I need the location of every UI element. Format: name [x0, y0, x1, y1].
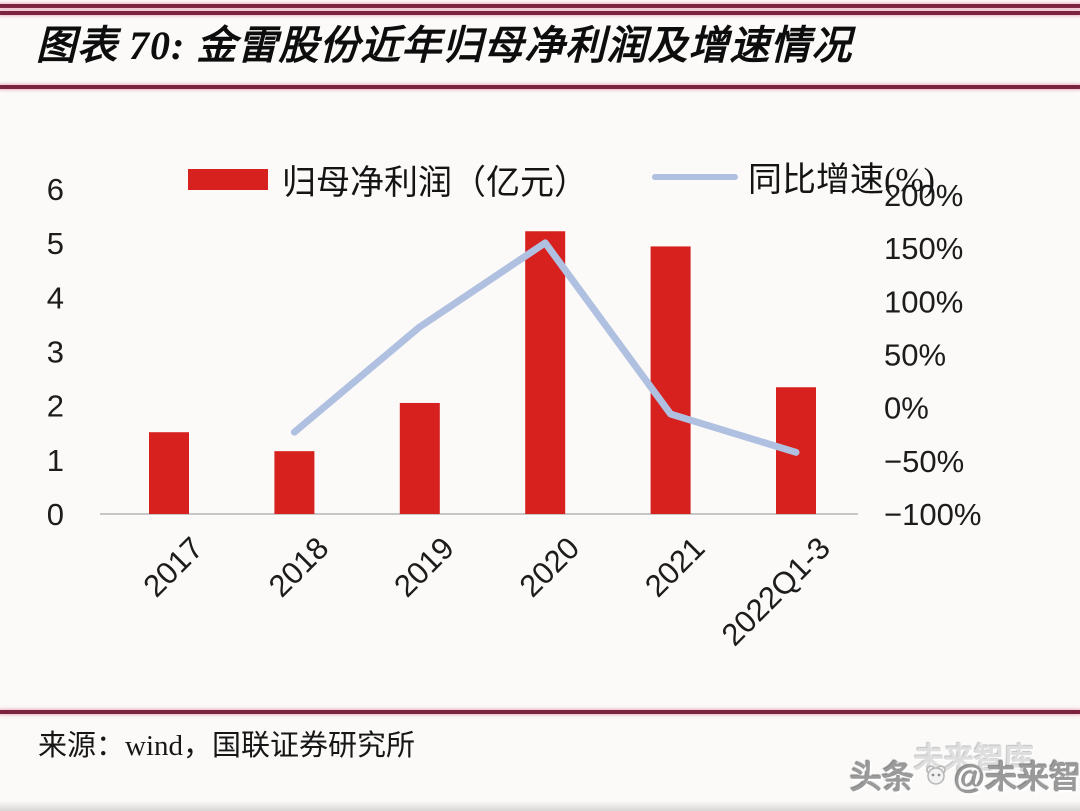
x-axis-label: 2018 [262, 530, 336, 604]
footer-divider-line [0, 710, 1080, 714]
watermark-prefix: 头条 [850, 759, 915, 795]
bar-2017 [149, 432, 189, 514]
right-axis-tick: 150% [884, 231, 963, 266]
legend-bar-label: 归母净利润（亿元） [282, 165, 588, 202]
bottom-shadow-edge [0, 801, 1080, 811]
source-note: 来源：wind，国联证券研究所 [38, 730, 416, 762]
thinktank-logo-icon [926, 765, 946, 785]
right-axis-tick: −100% [884, 497, 981, 532]
bar-2019 [399, 402, 440, 514]
x-axis-label: 2017 [136, 530, 210, 604]
right-axis-tick: 200% [884, 178, 963, 213]
right-axis-tick: 100% [884, 284, 963, 319]
chart-title: 图表 70: 金雷股份近年归母净利润及增速情况 [36, 23, 853, 68]
legend-line-label: 同比增速(%) [748, 162, 935, 199]
left-axis-tick: 2 [47, 389, 64, 424]
watermark-suffix: @未来智库 [954, 759, 1080, 795]
left-axis-tick: 6 [47, 172, 64, 207]
top-border-line-2 [0, 11, 1080, 15]
legend-item-growth: 同比增速(%) [652, 152, 935, 201]
x-axis-label: 2020 [513, 530, 587, 604]
legend-line-swatch [652, 173, 738, 180]
growth-line [290, 239, 800, 456]
right-axis-tick: 0% [884, 391, 929, 426]
legend-bar-swatch [188, 169, 268, 190]
left-axis-tick: 4 [47, 280, 64, 315]
right-axis-tick: −50% [884, 444, 964, 479]
x-axis-label: 2022Q1-3 [715, 530, 837, 652]
top-border-line-1 [0, 4, 1080, 8]
left-axis-tick: 0 [47, 497, 64, 532]
watermark: 未来智库 头条 @未来智库 [850, 736, 1080, 800]
right-axis-tick: 50% [884, 338, 946, 373]
title-underline [0, 85, 1080, 89]
left-axis-tick: 5 [47, 226, 64, 261]
legend-item-net-profit: 归母净利润（亿元） [188, 155, 588, 204]
watermark-main-text: 头条 @未来智库 [850, 752, 1080, 798]
bar-2021 [650, 246, 691, 514]
left-axis-tick: 3 [47, 335, 64, 370]
left-axis-tick: 1 [47, 443, 64, 478]
bar-2020 [525, 231, 566, 514]
x-axis-label: 2021 [638, 530, 712, 604]
x-axis-label: 2019 [387, 530, 461, 604]
bar-2018 [274, 451, 315, 514]
